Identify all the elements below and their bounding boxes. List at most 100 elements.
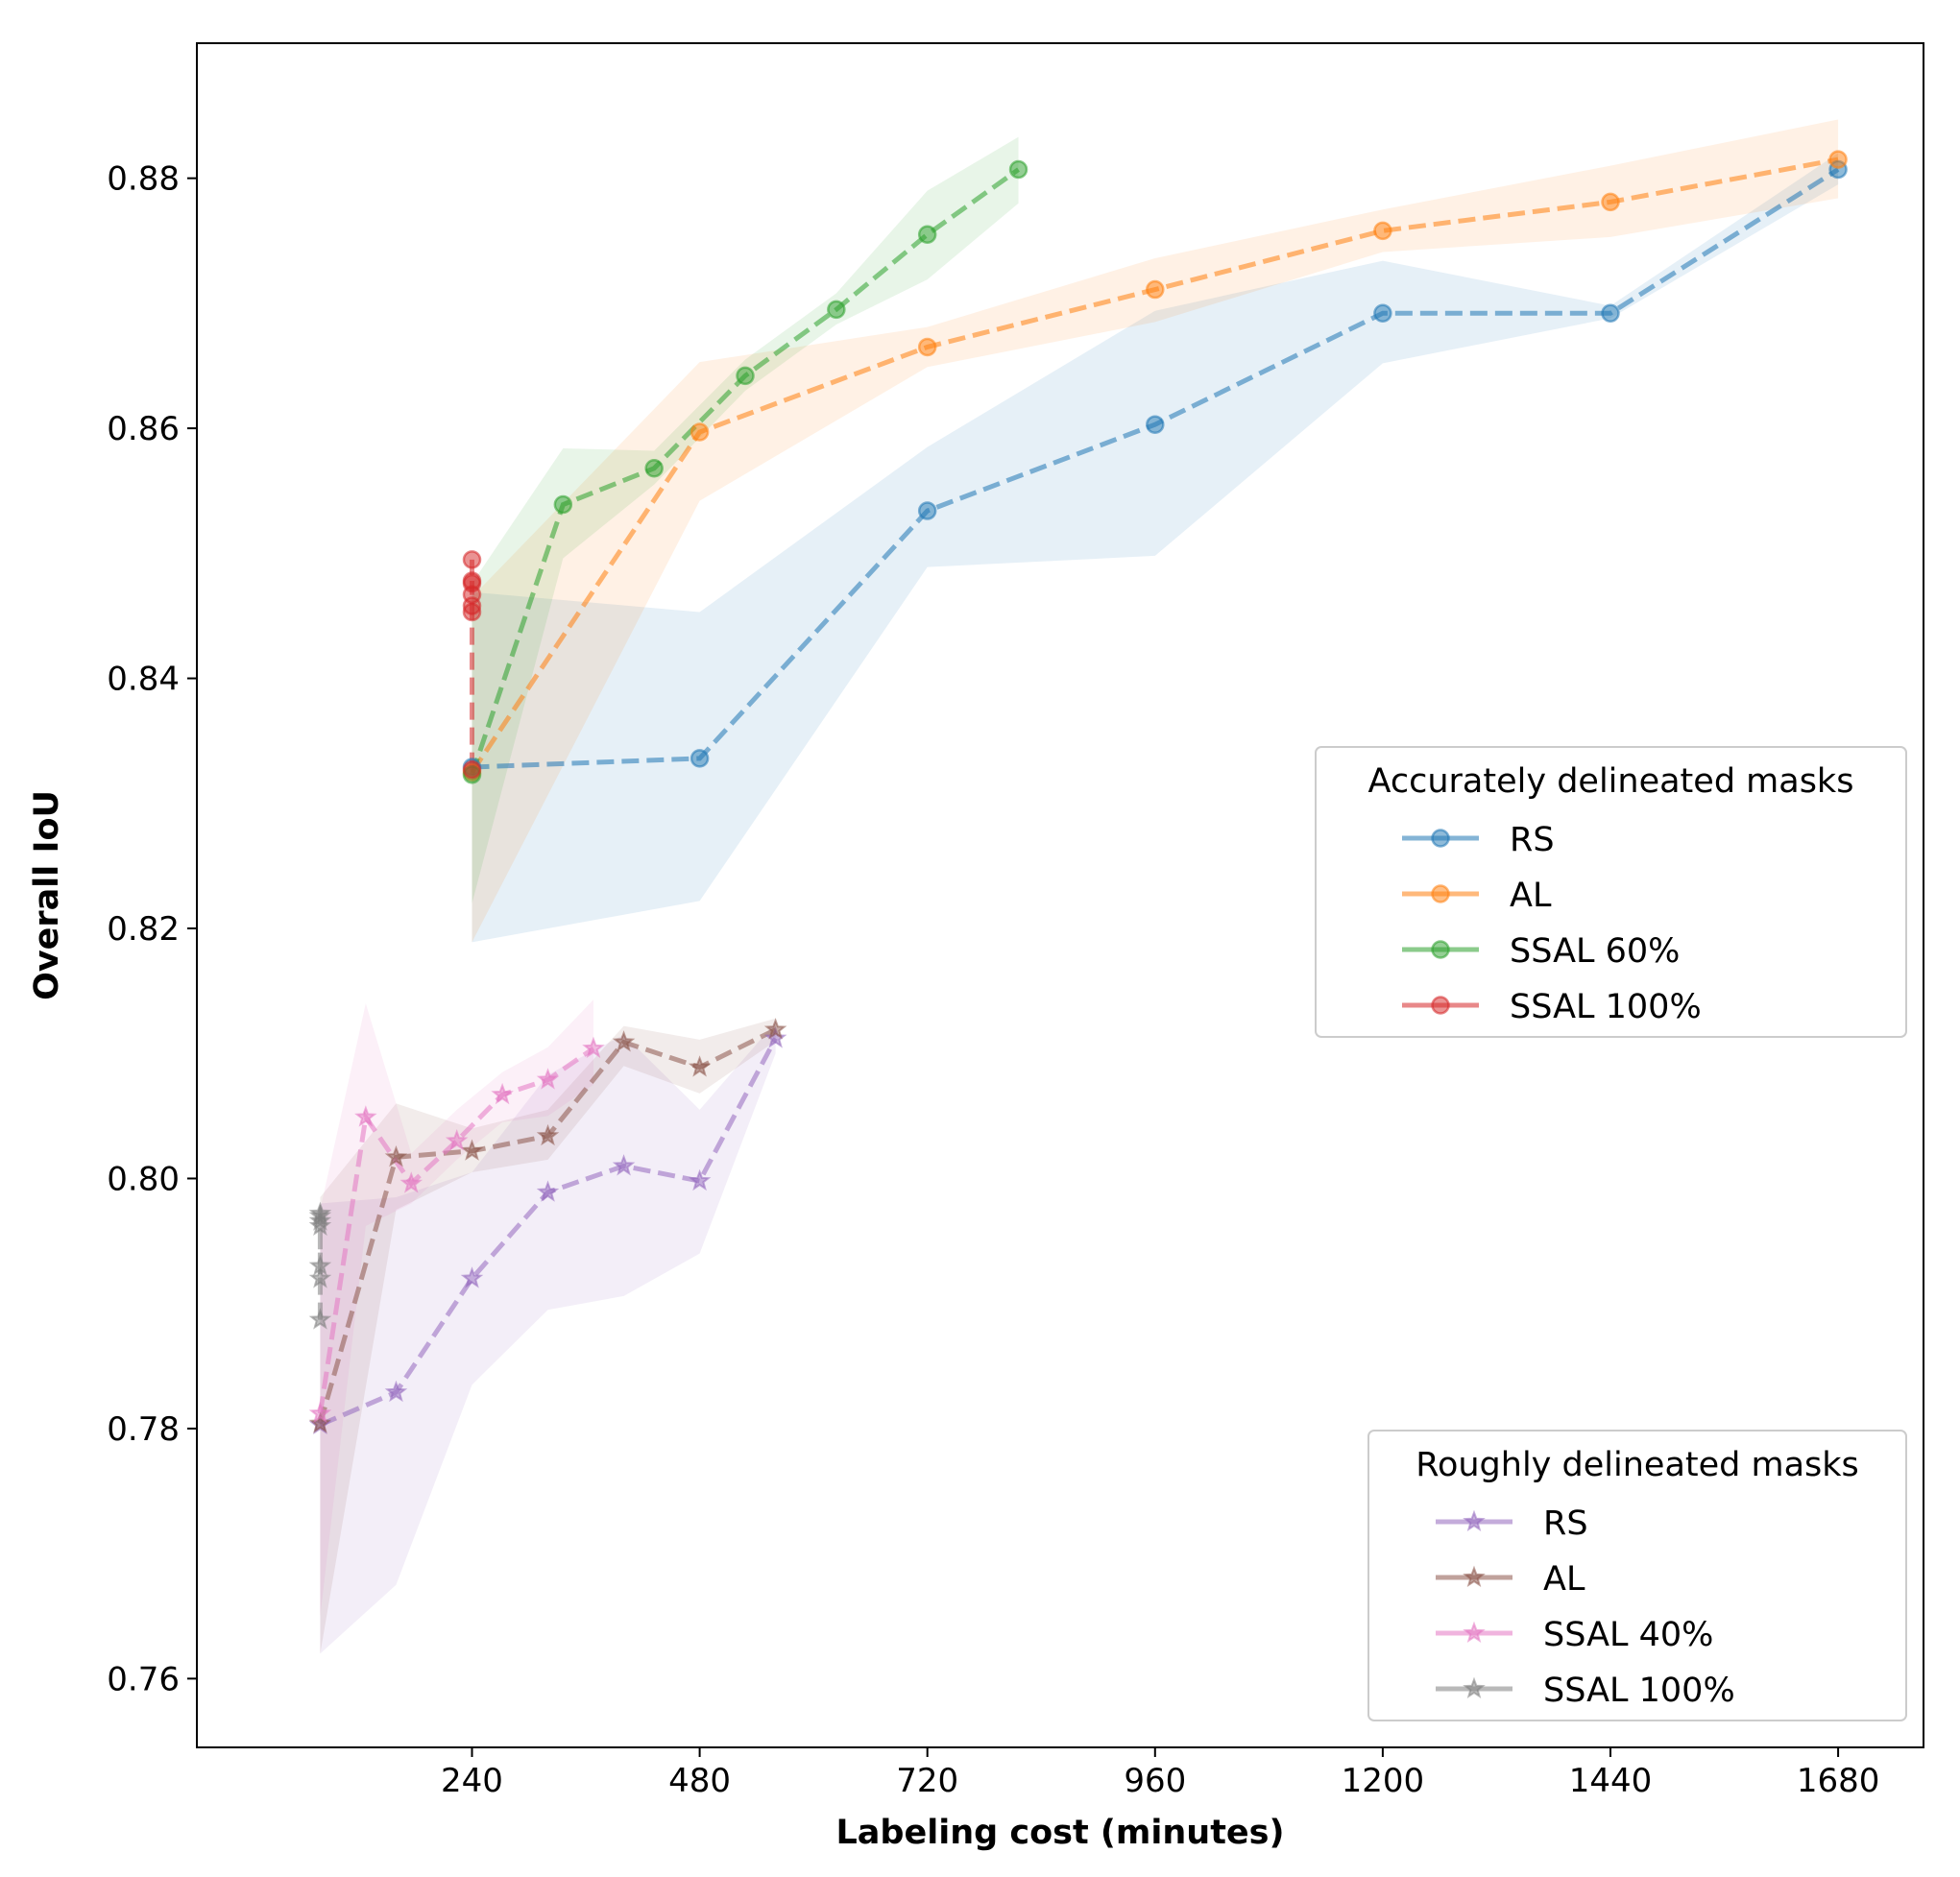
rough-ssal-40pct-point [536, 1068, 560, 1090]
legend-marker-swatch [1431, 829, 1450, 848]
accurate-ssal-60pct-point [1008, 159, 1028, 180]
legend-entry-label: RS [1510, 821, 1555, 859]
accurate-ssal-60pct-point [917, 225, 937, 244]
legend-marker-swatch [1431, 996, 1450, 1015]
accurate-rs-band [472, 153, 1839, 943]
accurate-ssal-100pct-point [462, 759, 482, 780]
y-tick-label: 0.82 [107, 910, 180, 949]
accurate-ssal-60pct-point [644, 459, 664, 478]
y-tick-label: 0.80 [107, 1160, 180, 1198]
rough-rs-point [460, 1266, 484, 1288]
legend-accurate: Accurately delineated masks RS AL SSAL 60% S… [1315, 746, 1907, 1038]
legend-marker-swatch [1431, 940, 1450, 959]
rough-al-point [460, 1139, 484, 1161]
rough-ssal-40pct-point [582, 1036, 605, 1059]
legend-rough: Roughly delineated masks RS AL SSAL 40% SSAL… [1367, 1430, 1907, 1721]
rough-al-point [612, 1030, 636, 1052]
y-tick-label: 0.86 [107, 410, 180, 448]
accurate-ssal-60pct-point [553, 494, 573, 515]
legend-marker-swatch [1463, 1565, 1486, 1588]
legend-marker-swatch [1431, 884, 1450, 903]
legend-entry: SSAL 60% [1402, 932, 1680, 971]
rough-ssal-40pct-point [491, 1082, 514, 1105]
legend-title: Accurately delineated masks [1368, 762, 1854, 801]
accurate-al-point [1601, 192, 1620, 212]
accurate-ssal-100pct-point [462, 550, 482, 569]
x-axis-label: Labeling cost (minutes) [836, 1814, 1285, 1852]
rough-al-point [308, 1411, 332, 1433]
legend-entry: RS [1436, 1504, 1588, 1543]
legend-entry-label: RS [1543, 1504, 1588, 1543]
accurate-rs-point [917, 501, 937, 520]
x-tick-label: 1200 [1342, 1762, 1425, 1800]
accurate-ssal-60pct-band [472, 136, 1019, 903]
legend-entry-label: SSAL 100% [1510, 988, 1702, 1026]
x-tick-label: 960 [1124, 1762, 1186, 1800]
x-tick-label: 240 [441, 1762, 503, 1800]
accurate-rs-point [1373, 303, 1392, 324]
legend-entry: AL [1436, 1560, 1585, 1599]
accurate-rs-point [1601, 303, 1620, 324]
accurate-ssal-100pct-point [462, 573, 482, 593]
y-axis-label: Overall IoU [28, 790, 66, 1000]
legend-entry-label: SSAL 100% [1543, 1672, 1735, 1710]
legend-entry: SSAL 100% [1436, 1672, 1735, 1710]
rough-rs-point [688, 1168, 712, 1191]
y-tick-label: 0.88 [107, 160, 180, 199]
legend-entry: RS [1402, 821, 1555, 859]
legend-box [1367, 1430, 1907, 1721]
rough-ssal-100pct-point [308, 1266, 332, 1288]
rough-al-point [763, 1018, 787, 1040]
rough-rs-point [536, 1180, 560, 1202]
rough-al-point [536, 1123, 560, 1146]
accurate-ssal-60pct-point [736, 366, 755, 386]
legend-entry: AL [1402, 877, 1552, 915]
accurate-rs-point [690, 749, 710, 768]
y-tick-label: 0.78 [107, 1410, 180, 1449]
x-tick-label: 1680 [1797, 1762, 1880, 1800]
x-tick-label: 720 [896, 1762, 958, 1800]
rough-ssal-40pct-point [445, 1129, 469, 1151]
accurate-al-point [917, 337, 937, 357]
x-tick-label: 480 [668, 1762, 731, 1800]
rough-ssal-40pct-point [354, 1105, 377, 1127]
accurate-ssal-60pct-point [827, 300, 846, 320]
legend-entry-label: SSAL 40% [1543, 1616, 1713, 1654]
rough-al-band [320, 1018, 776, 1654]
legend-marker-swatch [1463, 1676, 1486, 1699]
rough-rs-band [320, 1022, 776, 1654]
accurate-al-point [1373, 221, 1392, 241]
series-markers [308, 150, 1848, 1435]
x-axis-ticks: 240 480 720 960 1200 1440 1680 [441, 1747, 1879, 1800]
legend-marker-swatch [1463, 1509, 1486, 1532]
rough-rs-point [384, 1380, 408, 1403]
legend-entry-label: AL [1510, 877, 1552, 915]
accurate-al-point [1146, 279, 1165, 300]
rough-ssal-40pct-point [399, 1171, 423, 1193]
legend-entry: SSAL 40% [1436, 1616, 1713, 1654]
legend-entry-label: SSAL 60% [1510, 932, 1680, 971]
rough-rs-point [612, 1154, 636, 1176]
legends: Accurately delineated masks RS AL SSAL 60% S… [1315, 746, 1907, 1721]
y-tick-label: 0.84 [107, 661, 180, 699]
legend-title: Roughly delineated masks [1416, 1446, 1859, 1484]
legend-box [1315, 746, 1907, 1038]
accurate-al-point [690, 422, 710, 442]
legend-entry: SSAL 100% [1402, 988, 1702, 1026]
rough-ssal-100pct-point [308, 1308, 332, 1330]
rough-al-point [688, 1055, 712, 1077]
y-tick-label: 0.76 [107, 1660, 180, 1698]
rough-ssal-100pct-point [308, 1204, 332, 1226]
accurate-rs-point [1146, 415, 1165, 434]
accurate-al-point [1828, 150, 1848, 169]
rough-rs-point [763, 1026, 787, 1048]
rough-ssal-40pct-point [308, 1401, 332, 1424]
legend-entry-label: AL [1543, 1560, 1585, 1599]
legend-marker-swatch [1463, 1621, 1486, 1644]
y-axis-ticks: 0.76 0.78 0.80 0.82 0.84 0.86 0.88 [107, 160, 197, 1698]
x-tick-label: 1440 [1569, 1762, 1653, 1800]
rough-al-point [384, 1144, 408, 1167]
axes-frame [196, 42, 1924, 1748]
